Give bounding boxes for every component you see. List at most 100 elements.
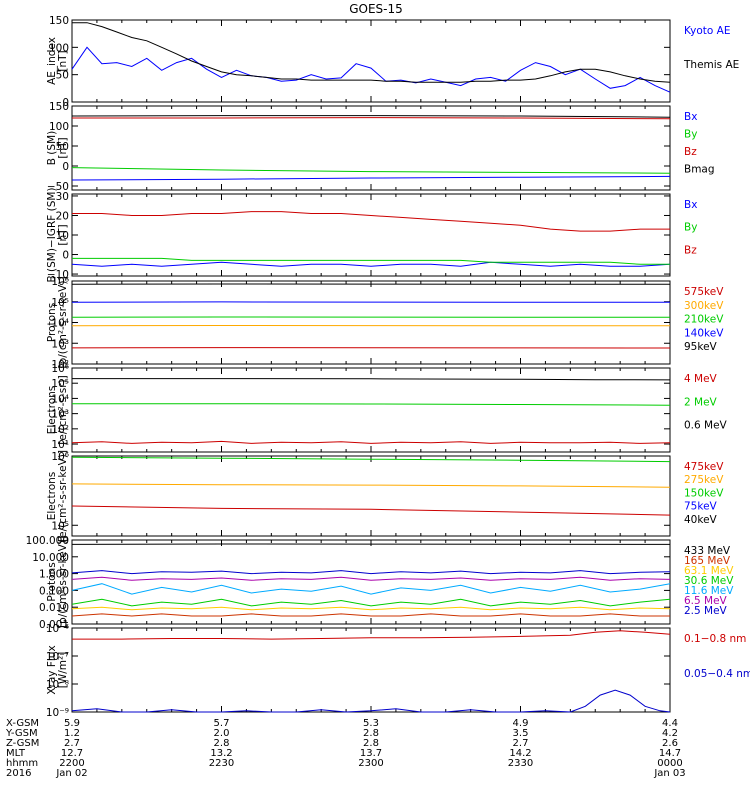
legend-2-mev-1: 2 MeV xyxy=(684,396,718,408)
legend-475kev-0: 475keV xyxy=(684,461,724,473)
y-tick-label: 100.000 xyxy=(26,535,69,547)
series-line-kyoto-ae-0 xyxy=(71,46,671,93)
x-tick-value: 4.2 xyxy=(662,728,678,739)
y-tick-label: 10⁻⁹ xyxy=(46,707,69,719)
y-tick-label: 10² xyxy=(51,424,69,436)
legend-40kev-4: 40keV xyxy=(684,514,718,526)
x-tick-value: Jan 02 xyxy=(55,768,87,779)
legend-275kev-1: 275keV xyxy=(684,474,724,486)
y-tick-label: 10⁶ xyxy=(51,451,69,463)
plot-title: GOES-15 xyxy=(349,2,403,16)
series-line-4-mev-0 xyxy=(71,440,671,444)
y-tick-label: 10⁴ xyxy=(51,318,69,330)
series-line-165-mev-1 xyxy=(71,613,670,617)
series-line-0-1-0-8-nm-0 xyxy=(72,630,671,640)
x-row-label-2016-5: 2016 xyxy=(6,768,31,779)
y-tick-label: −50 xyxy=(47,181,69,193)
x-tick-value: 2.0 xyxy=(214,728,230,739)
y-tick-label: 0 xyxy=(62,250,69,262)
y-tick-label: 10⁻⁸ xyxy=(46,679,69,691)
y-tick-label: 10⁶ xyxy=(51,363,69,375)
x-tick-value: 2.8 xyxy=(363,728,379,739)
x-tick-value: 2.8 xyxy=(214,738,230,749)
x-tick-value: 5.7 xyxy=(214,718,230,729)
series-line-bx-0 xyxy=(71,261,671,267)
series-line-275kev-1 xyxy=(71,483,671,488)
y-tick-label: 10² xyxy=(51,359,69,371)
y-axis-label: B (SM)[nT] xyxy=(46,131,69,165)
legend-433-mev-0: 433 MeV xyxy=(684,545,731,557)
x-tick-value: 2330 xyxy=(508,758,533,769)
x-tick-value: 12.7 xyxy=(61,748,83,759)
panel-frame xyxy=(71,627,671,713)
x-tick-value: Jan 03 xyxy=(653,768,685,779)
legend-210kev-2: 210keV xyxy=(684,314,724,326)
y-tick-label: 10⁴ xyxy=(51,393,69,405)
panel-frame xyxy=(71,193,671,277)
series-line-bmag-3 xyxy=(71,115,671,118)
y-tick-label: 10³ xyxy=(51,409,69,421)
y-axis-label: Protons[p/(cm²-s-sr-keV)] xyxy=(46,276,69,368)
x-tick-value: 3.5 xyxy=(513,728,529,739)
y-tick-label: 100 xyxy=(49,42,69,54)
legend-63-1-mev-2: 63.1 MeV xyxy=(684,565,734,577)
x-tick-value: 1.2 xyxy=(64,728,80,739)
panel-frame xyxy=(71,280,671,365)
y-tick-label: 10¹ xyxy=(51,439,69,451)
legend-0-6-mev-2: 0.6 MeV xyxy=(684,420,728,432)
legend-bx-0: Bx xyxy=(684,199,697,211)
legend-4-mev-0: 4 MeV xyxy=(684,373,718,385)
series-line-11-6-mev-4 xyxy=(71,583,671,595)
y-tick-label: 0.100 xyxy=(39,585,69,597)
series-line-bz-2 xyxy=(72,117,671,120)
x-tick-value: 2.6 xyxy=(662,738,678,749)
series-line-63-1-mev-2 xyxy=(71,606,671,611)
legend-140kev-3: 140keV xyxy=(684,327,724,339)
y-tick-label: 10⁻⁷ xyxy=(46,651,69,663)
x-tick-value: 5.9 xyxy=(64,718,80,729)
y-tick-label: 150 xyxy=(49,101,69,113)
panel-2: −50 0 50 100 150 B (SM)[nT] Bx By Bz Bmag xyxy=(46,101,715,193)
legend-themis-ae-1: Themis AE xyxy=(683,59,739,71)
series-line-by-1 xyxy=(72,257,670,265)
x-axis-table: X-GSMY-GSMZ-GSMMLThhmm20165.91.22.712.72… xyxy=(5,718,686,779)
panel-frame xyxy=(71,19,671,103)
x-tick-value: 2.7 xyxy=(64,738,80,749)
y-axis-label: Protons[p/(cm²-s-sr-keV)] xyxy=(46,536,69,628)
series-line-bx-0 xyxy=(71,175,671,181)
x-tick-value: 4.4 xyxy=(662,718,678,729)
y-axis-label: Electrons[e/(cm²-s-sr)] xyxy=(46,375,69,444)
series-line-30-6-mev-3 xyxy=(71,598,671,607)
legend-bmag-3: Bmag xyxy=(684,164,715,176)
y-tick-label: 10 xyxy=(56,230,69,242)
panel-frame xyxy=(71,367,671,453)
legend-bz-2: Bz xyxy=(684,146,697,158)
y-tick-label: 0.001 xyxy=(39,619,69,631)
x-row-label-z-gsm-2: Z-GSM xyxy=(6,738,39,749)
panel-8: 10⁻⁹ 10⁻⁸ 10⁻⁷ 10⁻⁶ Xray Flux[W/m²] 0.1−0.8 n… xyxy=(46,623,750,719)
legend-75kev-3: 75keV xyxy=(684,501,718,513)
series-line-themis-ae-1 xyxy=(72,22,671,83)
panel-frame xyxy=(71,455,671,537)
legend-165-mev-1: 165 MeV xyxy=(684,555,731,567)
legend-30-6-mev-3: 30.6 MeV xyxy=(684,575,734,587)
y-tick-label: 10.000 xyxy=(32,552,69,564)
y-tick-label: 100 xyxy=(49,121,69,133)
legend-11-6-mev-4: 11.6 MeV xyxy=(684,585,734,597)
x-tick-value: 2.8 xyxy=(363,738,379,749)
panel-5: 10¹ 10² 10³ 10⁴ 10⁵ 10⁶Electrons[e/(cm²-s-sr)… xyxy=(46,363,728,453)
y-tick-label: 0 xyxy=(62,161,69,173)
series-line-2-5-mev-6 xyxy=(71,570,671,575)
x-tick-value: 4.9 xyxy=(513,718,529,729)
y-tick-label: 10⁻⁶ xyxy=(46,623,69,635)
panel-4: 10² 10³ 10⁴ 10⁵ 10⁶Protons[p/(cm²-s-sr-keV)]… xyxy=(46,276,724,371)
y-axis-label: Xray Flux[W/m²] xyxy=(46,645,69,694)
series-line-150kev-2 xyxy=(71,456,671,463)
y-tick-label: 150 xyxy=(49,15,69,27)
y-tick-label: 20 xyxy=(56,210,69,222)
y-axis-label: Electrons[e/(cm²-s-sr-keV)] xyxy=(46,450,69,542)
series-line-2-mev-1 xyxy=(72,403,671,406)
x-row-label-mlt-3: MLT xyxy=(6,748,26,759)
x-tick-value: 2200 xyxy=(59,758,84,769)
